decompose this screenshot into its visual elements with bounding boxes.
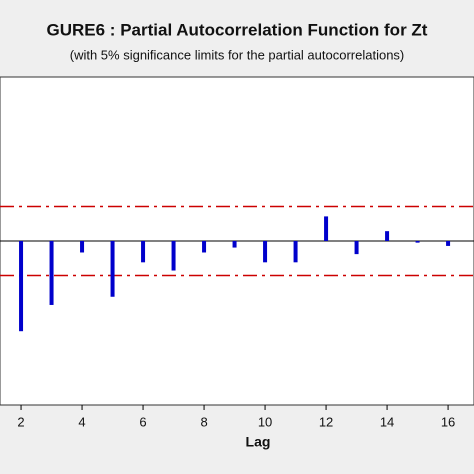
bar <box>141 241 146 263</box>
x-tick-label: 14 <box>380 414 394 429</box>
bar <box>446 241 451 246</box>
chart-subtitle: (with 5% significance limits for the par… <box>70 47 405 62</box>
bar <box>110 241 115 297</box>
x-axis-label: Lag <box>246 434 271 450</box>
chart-title: GURE6 : Partial Autocorrelation Function… <box>47 20 428 39</box>
x-tick-label: 16 <box>441 414 455 429</box>
bar <box>385 231 390 241</box>
x-tick-label: 4 <box>78 414 85 429</box>
x-tick-label: 10 <box>258 414 272 429</box>
bar <box>293 241 298 263</box>
bar <box>263 241 268 263</box>
bar <box>202 241 207 253</box>
bar <box>232 241 237 248</box>
bar <box>19 241 24 332</box>
x-tick-label: 12 <box>319 414 333 429</box>
x-tick-label: 8 <box>200 414 207 429</box>
bar <box>354 241 359 255</box>
bar <box>49 241 54 305</box>
bar <box>415 241 420 243</box>
x-tick-label: 6 <box>139 414 146 429</box>
bar <box>324 216 329 241</box>
x-tick-label: 2 <box>17 414 24 429</box>
bar <box>171 241 176 271</box>
bar <box>80 241 85 253</box>
